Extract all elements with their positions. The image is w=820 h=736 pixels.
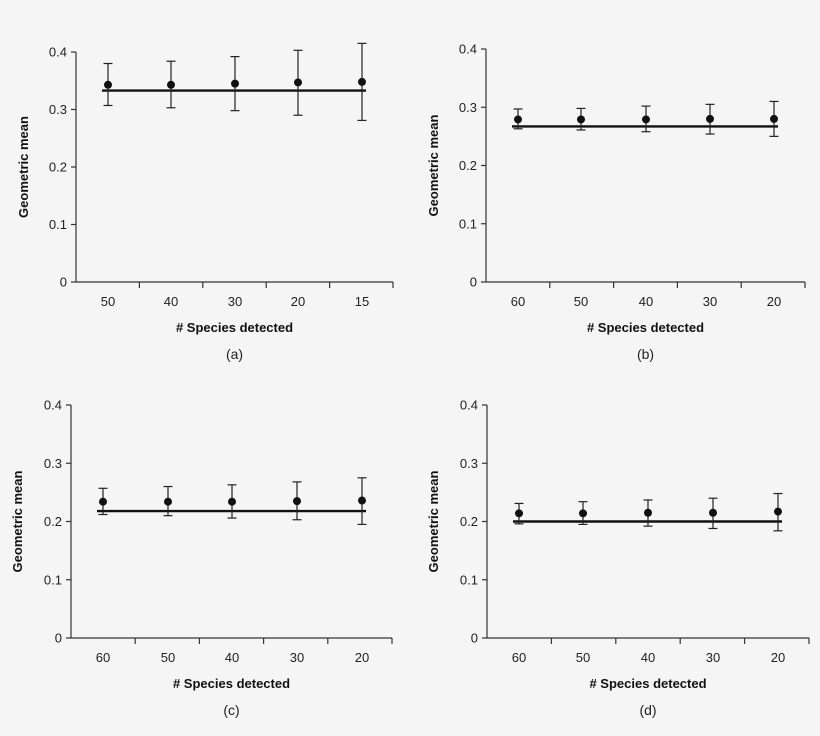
y-tick-label: 0.1	[49, 217, 67, 232]
chart-panel-c: 0 0.1 0.2 0.3 0.4 60 50 40 30 20 Geometric mean # S…	[10, 398, 393, 718]
data-point	[706, 114, 714, 123]
x-tick-label: 20	[771, 650, 785, 665]
x-tick-label: 30	[703, 294, 717, 309]
y-tick-label: 0.3	[44, 456, 62, 471]
y-axis-title: Geometric mean	[426, 471, 441, 573]
data-point	[231, 79, 239, 88]
data-point	[294, 78, 302, 87]
y-tick-label: 0.4	[44, 398, 62, 413]
y-axis-title: Geometric mean	[10, 471, 25, 573]
x-tick-label: 50	[576, 650, 590, 665]
y-tick-label: 0	[60, 275, 67, 290]
x-tick-label: 50	[101, 294, 115, 309]
data-point	[164, 497, 172, 506]
x-tick-label: 60	[511, 294, 525, 309]
x-tick-label: 60	[96, 650, 110, 665]
chart-panel-b: 0 0.1 0.2 0.3 0.4 60 50 40 30 20 Geometric mean # S…	[426, 42, 806, 362]
x-tick-label: 50	[574, 294, 588, 309]
data-point	[358, 77, 366, 86]
y-tick-label: 0.2	[44, 514, 62, 529]
panel-label: (b)	[637, 346, 654, 362]
y-tick-label: 0.1	[44, 572, 62, 587]
y-tick-label: 0	[471, 631, 478, 646]
y-tick-label: 0.3	[459, 100, 477, 115]
y-tick-label: 0.3	[460, 456, 478, 471]
x-axis-title: # Species detected	[176, 320, 293, 335]
data-point	[514, 115, 522, 124]
data-point	[515, 509, 523, 518]
data-point	[358, 496, 366, 505]
x-tick-label: 40	[639, 294, 653, 309]
y-tick-label: 0.2	[459, 158, 477, 173]
data-point	[774, 507, 782, 516]
data-point	[167, 80, 175, 89]
data-point	[99, 497, 107, 506]
data-point	[293, 497, 301, 506]
data-point	[104, 80, 112, 89]
panel-label: (c)	[223, 702, 239, 718]
x-tick-label: 30	[228, 294, 242, 309]
x-axis-title: # Species detected	[589, 676, 706, 691]
y-tick-label: 0.2	[49, 160, 67, 175]
chart-panel-a: 0 0.1 0.2 0.3 0.4 50 40 30 20 15 Geometric mean # S…	[16, 42, 394, 362]
data-point	[577, 115, 585, 124]
y-tick-label: 0.4	[459, 42, 477, 57]
y-tick-label: 0.4	[460, 398, 478, 413]
y-tick-label: 0.1	[460, 572, 478, 587]
x-tick-label: 50	[161, 650, 175, 665]
data-point	[579, 509, 587, 518]
y-tick-label: 0.3	[49, 102, 67, 117]
data-point	[709, 508, 717, 517]
x-axis-title: # Species detected	[173, 676, 290, 691]
y-tick-label: 0	[55, 631, 62, 646]
x-tick-label: 40	[641, 650, 655, 665]
y-axis-title: Geometric mean	[16, 116, 31, 218]
y-axis-title: Geometric mean	[426, 115, 441, 217]
x-tick-label: 40	[225, 650, 239, 665]
chart-panel-d: 0 0.1 0.2 0.3 0.4 60 50 40 30 20 Geometric mean # S…	[426, 398, 810, 718]
y-tick-label: 0.4	[49, 45, 67, 60]
x-tick-label: 20	[355, 650, 369, 665]
panel-label: (d)	[639, 702, 656, 718]
y-tick-label: 0.1	[459, 216, 477, 231]
x-tick-label: 20	[767, 294, 781, 309]
data-point	[770, 114, 778, 123]
x-tick-label: 30	[290, 650, 304, 665]
data-point	[642, 115, 650, 124]
y-tick-label: 0.2	[460, 514, 478, 529]
data-point	[228, 497, 236, 506]
x-tick-label: 60	[512, 650, 526, 665]
x-tick-label: 20	[291, 294, 305, 309]
x-axis-title: # Species detected	[587, 320, 704, 335]
data-point	[644, 508, 652, 517]
x-tick-label: 15	[355, 294, 369, 309]
panel-label: (a)	[226, 346, 243, 362]
y-tick-label: 0	[470, 275, 477, 290]
x-tick-label: 40	[164, 294, 178, 309]
x-tick-label: 30	[706, 650, 720, 665]
